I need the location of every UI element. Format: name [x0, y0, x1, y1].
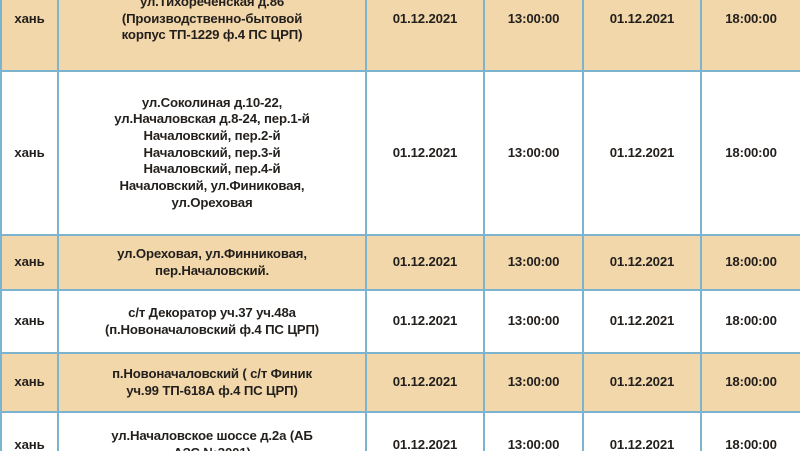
cell-time-to: 18:00:00: [700, 289, 800, 354]
cell-address: ул.Ореховая, ул.Финниковая, пер.Началовс…: [57, 234, 367, 291]
cell-address: ул.Соколиная д.10-22, ул.Началовская д.8…: [57, 70, 367, 236]
table-row: хань ул.Началовское шоссе д.2а (АБ АЗС №…: [0, 411, 800, 451]
cell-date-from: 01.12.2021: [365, 70, 485, 236]
cell-address: п.Новоначаловский ( с/т Финик уч.99 ТП-6…: [57, 352, 367, 413]
address-line: п.Новоначаловский ( с/т Финик: [112, 365, 312, 381]
address-line: Началовский, пер.2-й: [143, 128, 281, 144]
address-line: ул.Соколиная д.10-22,: [141, 94, 283, 110]
cell-time-from: 13:00:00: [483, 70, 584, 236]
cell-date-to: 01.12.2021: [582, 289, 702, 354]
cell-date-from: 01.12.2021: [365, 289, 485, 354]
cell-city: хань: [0, 234, 59, 291]
table-row: хань ул.Тихореченская д.86 (Производстве…: [0, 0, 800, 72]
cell-time-from: 13:00:00: [483, 234, 584, 291]
address-line: АЗС №3001): [63, 445, 361, 451]
address-line: (Производственно-бытовой: [121, 10, 303, 26]
table-row: хань ул.Соколиная д.10-22, ул.Началовска…: [0, 70, 800, 236]
cell-date-to: 01.12.2021: [582, 0, 702, 72]
cell-time-from: 13:00:00: [483, 352, 584, 413]
cell-date-to: 01.12.2021: [582, 70, 702, 236]
address-line: ул.Началовская д.8-24, пер.1-й: [114, 111, 310, 127]
address-line: ул.Тихореченская д.86: [139, 0, 285, 10]
cell-time-to: 18:00:00: [700, 411, 800, 451]
cell-date-from: 01.12.2021: [365, 352, 485, 413]
cell-address: ул.Тихореченская д.86 (Производственно-б…: [57, 0, 367, 72]
cell-time-to: 18:00:00: [700, 70, 800, 236]
table-row: хань с/т Декоратор уч.37 уч.48а (п.Новон…: [0, 289, 800, 354]
cell-time-to: 18:00:00: [700, 352, 800, 413]
cell-time-from: 13:00:00: [483, 0, 584, 72]
address-line: (п.Новоначаловский ф.4 ПС ЦРП): [104, 321, 320, 337]
cell-city: хань: [0, 70, 59, 236]
cell-date-from: 01.12.2021: [365, 411, 485, 451]
address-line: ул.Ореховая: [171, 194, 253, 210]
address-line: Началовский, пер.4-й: [143, 161, 281, 177]
address-line: ул.Ореховая, ул.Финниковая,: [117, 245, 307, 261]
cell-address: с/т Декоратор уч.37 уч.48а (п.Новоначало…: [57, 289, 367, 354]
cell-date-to: 01.12.2021: [582, 411, 702, 451]
cell-city: хань: [0, 411, 59, 451]
cell-city: хань: [0, 289, 59, 354]
cell-time-to: 18:00:00: [700, 234, 800, 291]
cell-date-from: 01.12.2021: [365, 234, 485, 291]
address-line: пер.Началовский.: [155, 262, 269, 278]
cell-city: хань: [0, 0, 59, 72]
address-line: с/т Декоратор уч.37 уч.48а: [128, 304, 296, 320]
table-row: хань ул.Ореховая, ул.Финниковая, пер.Нач…: [0, 234, 800, 291]
cell-address: ул.Началовское шоссе д.2а (АБ АЗС №3001): [57, 411, 367, 451]
cell-date-from: 01.12.2021: [365, 0, 485, 72]
cell-date-to: 01.12.2021: [582, 352, 702, 413]
cell-time-to: 18:00:00: [700, 0, 800, 72]
table-row: хань п.Новоначаловский ( с/т Финик уч.99…: [0, 352, 800, 413]
cell-time-from: 13:00:00: [483, 289, 584, 354]
address-line: Началовский, пер.3-й: [143, 144, 281, 160]
address-line: ул.Началовское шоссе д.2а (АБ: [111, 428, 313, 444]
address-line: уч.99 ТП-618А ф.4 ПС ЦРП): [126, 382, 298, 398]
cell-city: хань: [0, 352, 59, 413]
address-line: Началовский, ул.Финиковая,: [119, 177, 305, 193]
cell-time-from: 13:00:00: [483, 411, 584, 451]
address-line: корпус ТП-1229 ф.4 ПС ЦРП): [121, 27, 303, 43]
cell-date-to: 01.12.2021: [582, 234, 702, 291]
